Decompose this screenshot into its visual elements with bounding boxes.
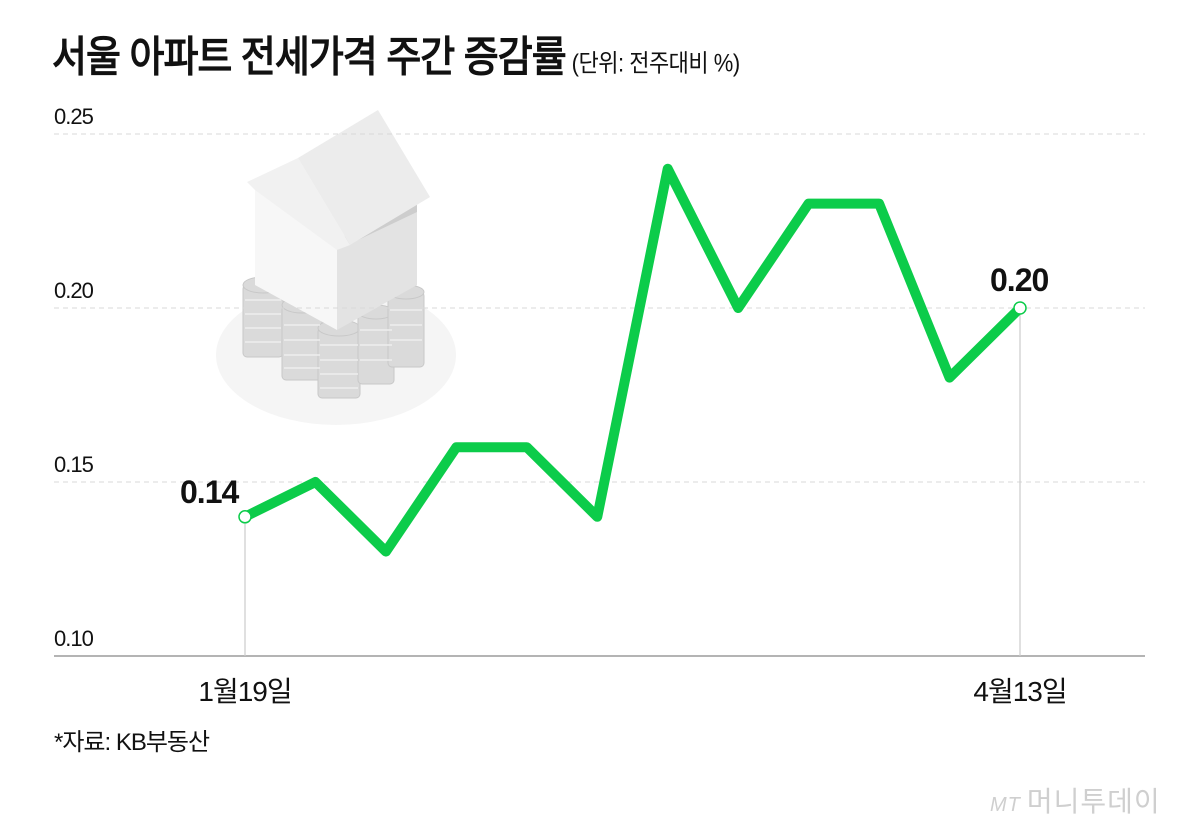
y-tick-0.10: 0.10 — [54, 626, 94, 651]
value-label-first: 0.14 — [180, 474, 239, 510]
gridlines — [54, 133, 1145, 483]
series-line — [240, 163, 1025, 557]
y-tick-0.15: 0.15 — [54, 452, 94, 477]
title-text: 서울 아파트 전세가격 주간 증감률 — [52, 34, 567, 82]
logo-text: 머니투데이 — [1026, 786, 1161, 817]
x-label-end: 4월13일 — [973, 676, 1067, 707]
y-tick-0.25: 0.25 — [54, 104, 94, 129]
house-coins-illustration — [216, 110, 456, 425]
publisher-logo: MT 머니투데이 — [990, 780, 1161, 820]
mt-logo-mark: MT — [990, 794, 1021, 816]
chart-title: 서울 아파트 전세가격 주간 증감률 (단위: 전주대비 %) — [52, 22, 740, 84]
value-label-last: 0.20 — [990, 262, 1049, 298]
source-note: *자료: KB부동산 — [54, 729, 210, 756]
point-marker-first — [238, 510, 252, 524]
point-marker-last — [1013, 301, 1027, 315]
unit-label: (단위: 전주대비 %) — [571, 48, 741, 77]
y-tick-0.20: 0.20 — [54, 278, 94, 303]
x-label-start: 1월19일 — [198, 676, 292, 707]
